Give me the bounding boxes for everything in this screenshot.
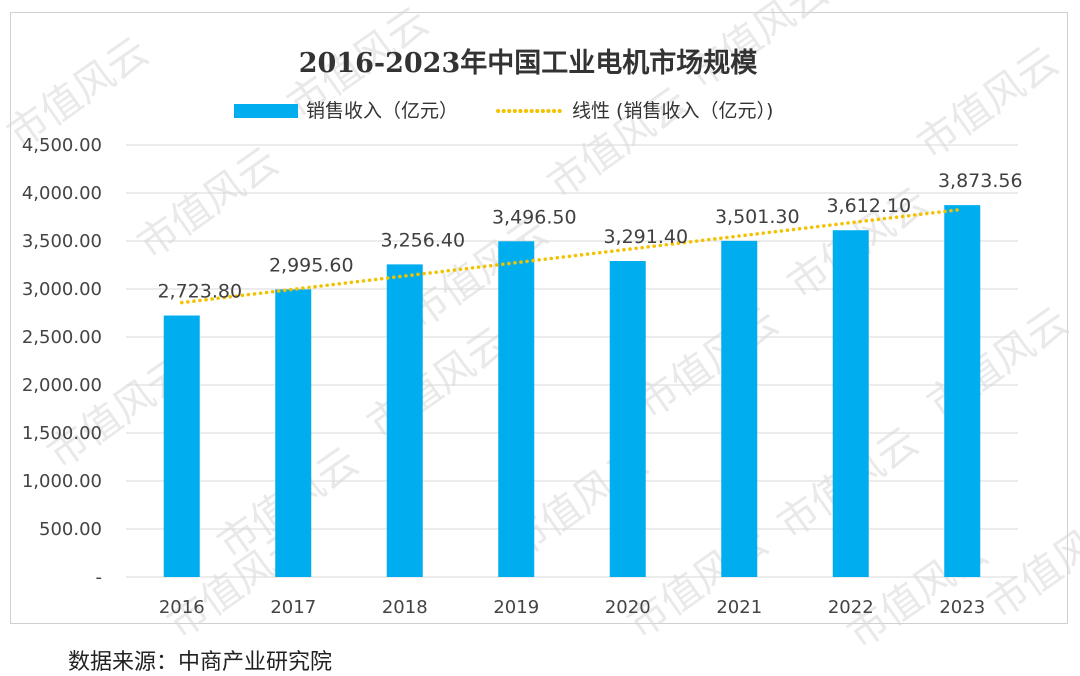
bar bbox=[498, 241, 535, 577]
bar bbox=[832, 230, 869, 577]
x-tick-label: 2022 bbox=[828, 597, 874, 618]
x-tick-label: 2018 bbox=[382, 597, 428, 618]
data-label: 3,873.56 bbox=[938, 170, 1023, 192]
y-tick-label: 2,500.00 bbox=[22, 327, 102, 348]
watermark-text: 市值风云 bbox=[909, 39, 1066, 168]
y-tick-label: - bbox=[96, 567, 103, 588]
legend-trend-label: 线性 (销售收入（亿元）) bbox=[572, 100, 773, 122]
gridlines bbox=[126, 144, 1018, 578]
y-axis: - 500.00 1,000.00 1,500.00 2,000.00 2,500.00 3… bbox=[22, 135, 102, 588]
data-label: 2,723.80 bbox=[157, 281, 242, 303]
watermark-text: 市值风云 bbox=[129, 139, 286, 268]
watermark-text: 市值风云 bbox=[539, 79, 696, 208]
bar bbox=[944, 205, 981, 577]
chart-title: 2016-2023年中国工业电机市场规模 bbox=[299, 47, 758, 79]
legend: 销售收入（亿元） 线性 (销售收入（亿元）) bbox=[234, 100, 773, 122]
data-source: 数据来源：中商产业研究院 bbox=[68, 650, 333, 675]
watermark-text: 市值风云 bbox=[629, 299, 786, 428]
bar bbox=[275, 289, 312, 577]
y-tick-label: 1,000.00 bbox=[22, 471, 102, 492]
x-tick-label: 2023 bbox=[939, 597, 985, 618]
bar bbox=[163, 315, 200, 577]
y-tick-label: 500.00 bbox=[39, 519, 102, 540]
bar bbox=[609, 261, 646, 577]
x-tick-label: 2021 bbox=[716, 597, 762, 618]
data-label: 2,995.60 bbox=[269, 254, 354, 276]
data-label: 3,291.40 bbox=[603, 226, 688, 248]
x-tick-label: 2019 bbox=[493, 597, 539, 618]
y-tick-label: 3,500.00 bbox=[22, 231, 102, 252]
data-label: 3,256.40 bbox=[380, 229, 465, 251]
watermark-text: 市值风云 bbox=[919, 299, 1076, 428]
data-label: 3,612.10 bbox=[826, 195, 911, 217]
x-tick-label: 2017 bbox=[270, 597, 316, 618]
bar bbox=[386, 264, 423, 577]
bar bbox=[721, 240, 758, 578]
watermark-text: 市值风云 bbox=[359, 319, 516, 448]
x-tick-label: 2016 bbox=[159, 597, 205, 618]
y-tick-label: 4,000.00 bbox=[22, 183, 102, 204]
data-label: 3,501.30 bbox=[715, 206, 800, 228]
y-tick-label: 1,500.00 bbox=[22, 423, 102, 444]
x-axis: 2016 2017 2018 2019 2020 2021 2022 2023 bbox=[159, 597, 985, 618]
y-tick-label: 2,000.00 bbox=[22, 375, 102, 396]
x-tick-label: 2020 bbox=[605, 597, 651, 618]
legend-bar-swatch bbox=[234, 104, 298, 118]
legend-bar-label: 销售收入（亿元） bbox=[306, 100, 458, 122]
y-tick-label: 3,000.00 bbox=[22, 279, 102, 300]
y-tick-label: 4,500.00 bbox=[22, 135, 102, 156]
data-label: 3,496.50 bbox=[492, 206, 577, 228]
bar-series bbox=[163, 205, 981, 578]
data-labels: 2,723.80 2,995.60 3,256.40 3,496.50 3,291.40… bbox=[157, 170, 1022, 302]
